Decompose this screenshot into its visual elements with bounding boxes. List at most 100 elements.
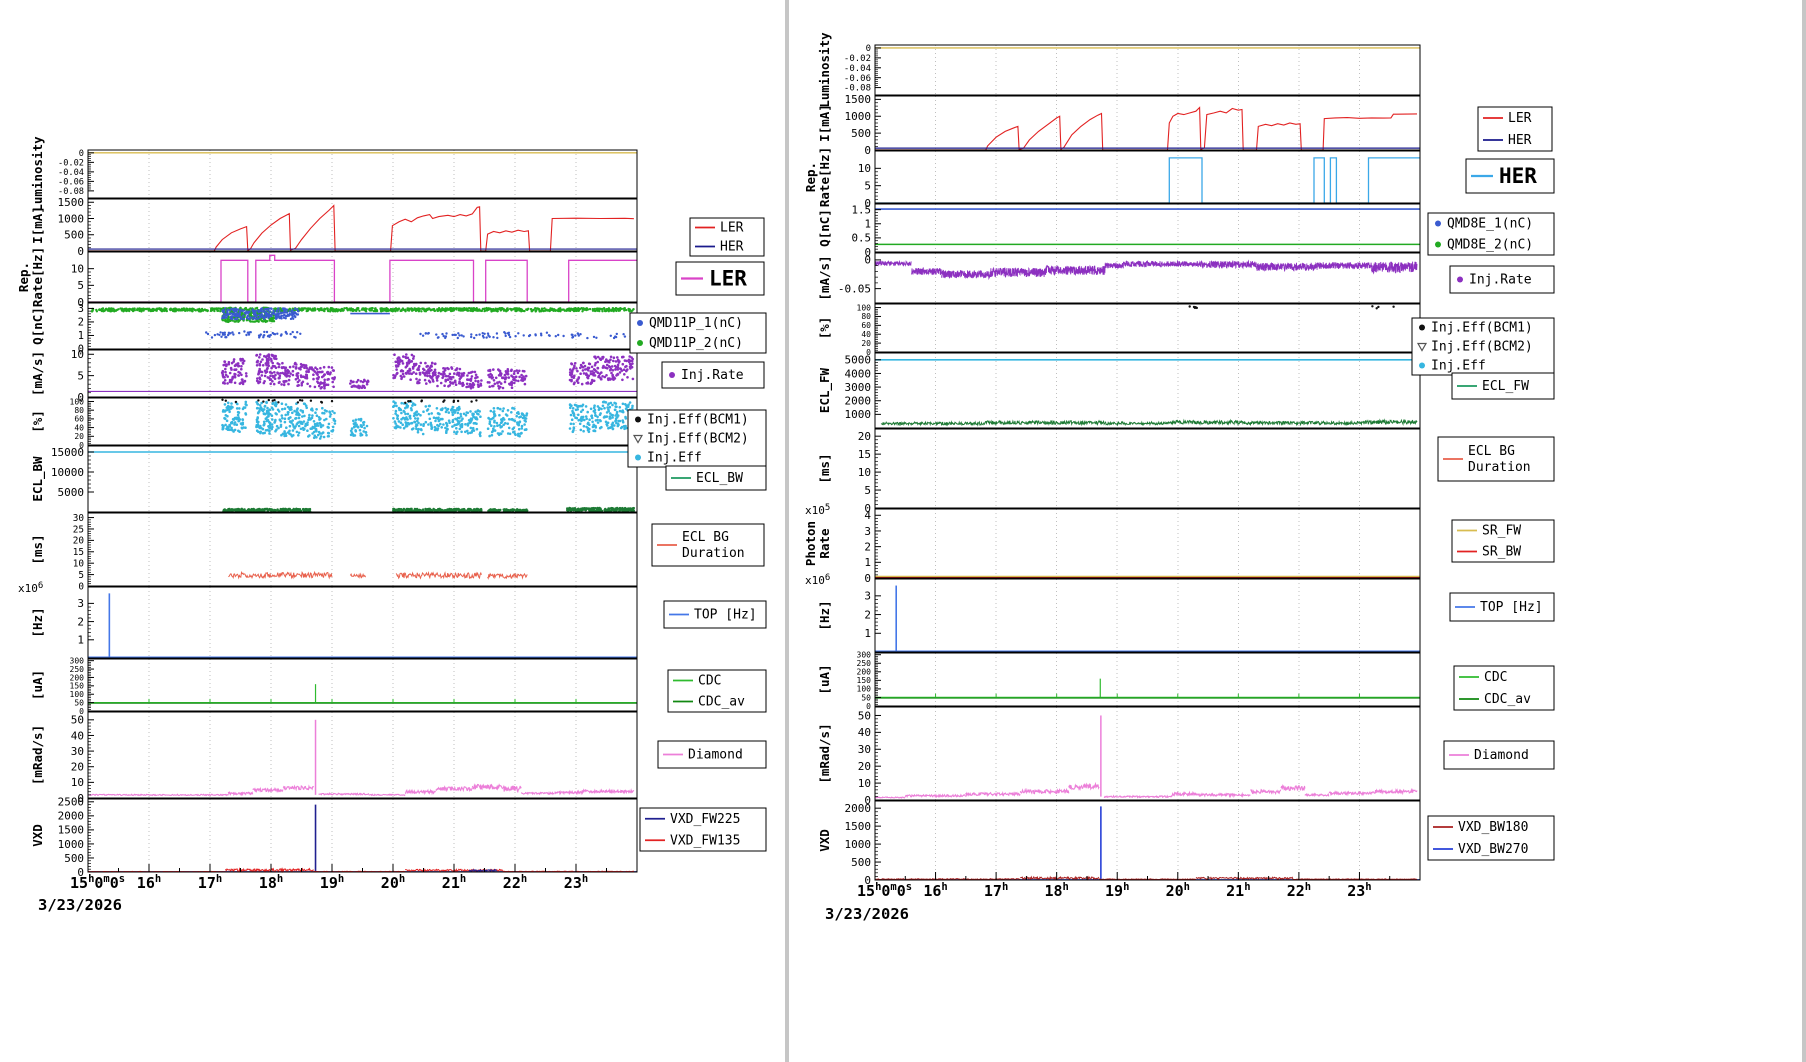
svg-text:100: 100 xyxy=(857,303,872,312)
svg-text:Luminosity: Luminosity xyxy=(817,32,832,108)
svg-text:I[mA]: I[mA] xyxy=(30,206,45,244)
svg-text:500: 500 xyxy=(64,852,84,865)
svg-text:1000: 1000 xyxy=(58,838,84,851)
legend-ecl-fw: ECL_FW xyxy=(1451,372,1555,400)
svg-text:[%]: [%] xyxy=(817,317,832,340)
svg-text:1.5: 1.5 xyxy=(851,203,871,216)
svg-text:5000: 5000 xyxy=(58,486,85,499)
legend-ecl-bg: ECL BG Duration xyxy=(1437,436,1555,482)
svg-text:300: 300 xyxy=(70,656,85,665)
svg-text:Inj.Eff(BCM1): Inj.Eff(BCM1) xyxy=(647,413,749,428)
svg-text:10: 10 xyxy=(71,776,84,789)
legend-vxd: VXD_FW225 VXD_FW135 xyxy=(639,807,767,852)
svg-text:200: 200 xyxy=(70,673,85,682)
svg-text:Q[nC]: Q[nC] xyxy=(817,209,832,247)
svg-text:QMD11P_2(nC): QMD11P_2(nC) xyxy=(649,336,743,351)
x-tick-label: 18h xyxy=(259,873,283,892)
legend-inj-rate: Inj.Rate xyxy=(1449,265,1555,294)
svg-text:1000: 1000 xyxy=(58,212,85,225)
svg-text:TOP [Hz]: TOP [Hz] xyxy=(694,608,757,623)
svg-text:VXD_FW135: VXD_FW135 xyxy=(670,833,740,848)
x-tick-label: 21h xyxy=(442,873,466,892)
svg-text:5: 5 xyxy=(864,180,871,193)
svg-text:100: 100 xyxy=(70,397,85,406)
svg-text:-0.08: -0.08 xyxy=(844,84,871,94)
svg-text:Rep.: Rep. xyxy=(16,262,31,292)
svg-text:CDC_av: CDC_av xyxy=(698,695,745,710)
svg-text:x106: x106 xyxy=(18,581,43,595)
legend-top: TOP [Hz] xyxy=(1449,592,1555,622)
svg-text:0.5: 0.5 xyxy=(851,232,871,245)
x-tick-label: 22h xyxy=(1287,881,1311,900)
svg-text:50: 50 xyxy=(74,698,84,707)
x-tick-label: 23h xyxy=(1347,881,1371,900)
date-label: 3/23/2026 xyxy=(38,896,122,914)
svg-text:40: 40 xyxy=(861,330,871,339)
svg-text:[%]: [%] xyxy=(30,410,45,433)
row-rep-rate: 0 5 10 Rep. Rate[Hz] xyxy=(803,147,1421,210)
legend-inj-eff: Inj.Eff(BCM1) Inj.Eff(BCM2) Inj.Eff xyxy=(627,409,767,468)
svg-text:15000: 15000 xyxy=(51,446,84,459)
svg-text:2: 2 xyxy=(77,615,84,628)
svg-text:2000: 2000 xyxy=(58,810,84,823)
svg-text:[Hz]: [Hz] xyxy=(30,607,45,637)
svg-text:Diamond: Diamond xyxy=(688,748,743,763)
svg-text:30: 30 xyxy=(73,513,85,524)
x-tick-label: 20h xyxy=(381,873,405,892)
svg-text:0: 0 xyxy=(77,296,84,309)
svg-text:30: 30 xyxy=(71,745,84,758)
row-luminosity: 0-0.02-0.04-0.06-0.08 Luminosity xyxy=(30,136,638,212)
x-tick-label: 17h xyxy=(984,881,1008,900)
svg-text:5000: 5000 xyxy=(845,354,872,367)
svg-text:25: 25 xyxy=(73,524,84,535)
date-label: 3/23/2026 xyxy=(825,905,909,923)
row-injection-rate: 0 -0.05 [mA/s] xyxy=(817,252,1421,304)
svg-text:[uA]: [uA] xyxy=(30,670,45,700)
legend-diamond: Diamond xyxy=(657,740,767,769)
row-ecl-bw: 5000 10000 15000 ECL_BW xyxy=(30,445,638,513)
legend-ecl-bg: ECL BG Duration xyxy=(651,523,765,567)
svg-text:10: 10 xyxy=(858,162,871,175)
legend-ring: HER xyxy=(1465,158,1555,194)
svg-text:40: 40 xyxy=(74,423,84,432)
svg-text:10: 10 xyxy=(73,558,85,569)
legend-ring: LER xyxy=(675,261,765,296)
svg-text:20: 20 xyxy=(74,432,84,441)
svg-text:20: 20 xyxy=(73,536,85,547)
svg-text:Rate[Hz]: Rate[Hz] xyxy=(817,147,832,207)
svg-text:500: 500 xyxy=(64,229,84,242)
svg-text:0: 0 xyxy=(77,245,84,258)
row-injection-rate: 0 5 10 [mA/s] xyxy=(30,348,638,404)
ler-monitor-panel: 0 -0.02 -0.04 -0.06 -0.08 Luminosity 0 500 1000 1… xyxy=(0,0,784,1062)
legend-cdc: CDC CDC_av xyxy=(667,669,767,713)
svg-text:5: 5 xyxy=(78,570,84,581)
svg-text:Inj.Eff: Inj.Eff xyxy=(647,451,702,466)
svg-text:0: 0 xyxy=(77,792,84,805)
svg-text:1: 1 xyxy=(77,634,84,647)
row-luminosity: 0-0.02-0.04-0.06-0.08 Luminosity xyxy=(817,32,1421,108)
x-tick-label: 16h xyxy=(923,881,947,900)
svg-text:Q[nC]: Q[nC] xyxy=(30,307,45,345)
her-monitor-panel: 0 -0.02 -0.04 -0.06 -0.08 Luminosity 0 500 1000 1… xyxy=(790,0,1806,1062)
svg-text:3: 3 xyxy=(78,303,84,315)
svg-text:1: 1 xyxy=(864,218,871,231)
panel-left-chart: 0-0.02-0.04-0.06-0.08Luminosity050010001… xyxy=(16,136,767,914)
svg-text:4000: 4000 xyxy=(845,367,872,380)
svg-text:[mA/s]: [mA/s] xyxy=(817,255,832,300)
svg-text:40: 40 xyxy=(71,729,84,742)
svg-text:-0.02: -0.02 xyxy=(58,158,84,168)
svg-text:Rate[Hz]: Rate[Hz] xyxy=(30,247,45,307)
svg-text:[ms]: [ms] xyxy=(30,534,45,564)
legend-beam-current: LER HER xyxy=(689,217,765,257)
row-injection-charge: 00.51 1.5 Q[nC] xyxy=(817,203,1421,259)
svg-text:250: 250 xyxy=(70,665,85,674)
svg-text:1500: 1500 xyxy=(58,824,84,837)
svg-text:-0.06: -0.06 xyxy=(58,177,84,187)
